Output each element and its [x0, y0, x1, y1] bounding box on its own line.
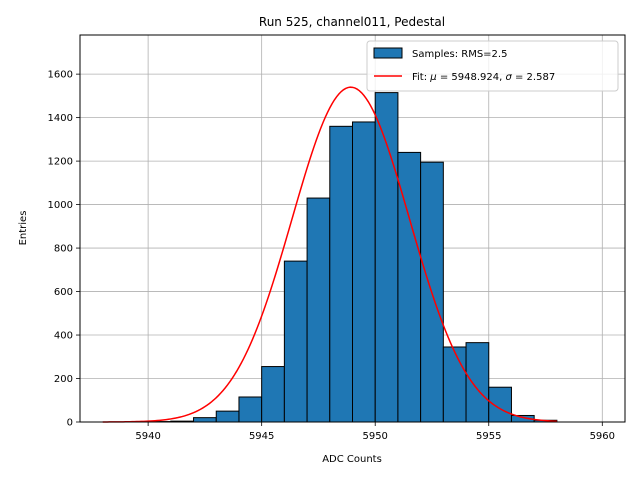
y-tick-label: 0: [67, 418, 73, 429]
histogram-bar: [261, 366, 285, 423]
y-axis-title: Entries: [18, 211, 29, 246]
y-tick-label: 800: [54, 244, 73, 255]
legend-box: [366, 40, 619, 92]
histogram-bar: [442, 346, 467, 423]
histogram-bar: [329, 125, 353, 423]
histogram-bar: [488, 386, 512, 423]
y-tick-label: 1200: [48, 157, 73, 168]
legend-label-fit: Fit: μ = 5948.924, σ = 2.587: [412, 72, 555, 83]
chart-title: Run 525, channel011, Pedestal: [259, 15, 445, 29]
y-tick-label: 600: [54, 287, 73, 298]
histogram-bars: [147, 92, 558, 423]
histogram-bar: [465, 342, 490, 423]
legend-fit-prefix: Fit:: [412, 72, 430, 83]
legend-fit-sigma-symbol: σ: [505, 72, 512, 83]
x-axis-title: ADC Counts: [322, 454, 382, 465]
histogram-bar: [306, 197, 331, 423]
histogram-bar: [283, 260, 308, 423]
y-tick-label: 1000: [48, 200, 73, 211]
histogram-bar: [238, 396, 263, 423]
plot-frame: [79, 34, 626, 423]
x-tick-label: 5945: [249, 431, 274, 442]
y-tick-label: 400: [54, 331, 73, 342]
x-tick-label: 5950: [362, 431, 387, 442]
histogram-bar: [215, 410, 240, 423]
y-tick-label: 1400: [48, 113, 73, 124]
y-axis-ticks: 0 200 400 600 800 1000 1200 1400 1600: [48, 70, 80, 429]
histogram-bar: [193, 417, 217, 423]
legend-fit-mu-symbol: μ: [429, 72, 436, 83]
legend-label-samples: Samples: RMS=2.5: [412, 49, 507, 60]
legend-fit-sigma-value: = 2.587: [512, 72, 555, 83]
legend-swatch-samples: [373, 47, 403, 59]
fit-curve: [102, 86, 557, 423]
x-tick-label: 5955: [476, 431, 501, 442]
y-tick-label: 1600: [48, 70, 73, 81]
y-tick-label: 200: [54, 374, 73, 385]
histogram-bar: [352, 121, 376, 423]
x-tick-label: 5940: [135, 431, 160, 442]
x-axis-ticks: 5940 5945 5950 5955 5960: [135, 422, 615, 442]
legend: Samples: RMS=2.5 Fit: μ = 5948.924, σ = …: [366, 40, 619, 92]
legend-fit-mu-value: = 5948.924,: [437, 72, 506, 83]
x-tick-label: 5960: [590, 431, 615, 442]
